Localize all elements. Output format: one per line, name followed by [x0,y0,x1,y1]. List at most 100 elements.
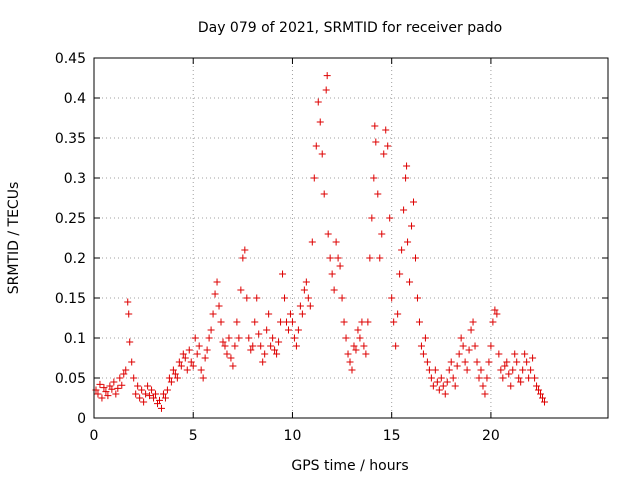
data-point [245,334,253,342]
data-point [161,394,169,402]
data-point [314,98,322,106]
x-axis-label: GPS time / hours [291,458,408,474]
data-point [358,318,366,326]
data-point [540,398,548,406]
data-point [96,380,104,388]
data-point [473,358,481,366]
data-point [366,254,374,262]
data-point [477,366,485,374]
y-tick-label: 0.4 [64,91,86,107]
data-point [435,386,443,394]
data-point [253,294,261,302]
data-point [191,334,199,342]
data-point [229,362,237,370]
data-point [457,334,465,342]
x-tick-label: 20 [482,428,500,444]
data-point [425,366,433,374]
data-point [441,390,449,398]
data-point [421,334,429,342]
grid-lines [94,58,608,418]
data-point [251,318,259,326]
data-point [257,342,265,350]
data-point [433,378,441,386]
y-tick-label: 0.15 [55,291,86,307]
data-point [302,278,310,286]
data-point [241,246,249,254]
data-point [193,350,201,358]
data-point [396,270,404,278]
data-point [134,382,142,390]
data-point [207,326,215,334]
data-point [400,206,408,214]
data-point [499,374,507,382]
data-point [138,386,146,394]
data-point [239,254,247,262]
data-point [459,342,467,350]
y-tick-label: 0.45 [55,51,86,67]
data-point [372,138,380,146]
data-point [175,358,183,366]
data-point [429,382,437,390]
data-point [173,374,181,382]
data-point [217,318,225,326]
data-point [388,294,396,302]
data-point [144,382,152,390]
data-point [284,326,292,334]
data-point [323,72,331,80]
data-point [308,238,316,246]
data-point [455,350,463,358]
data-point [261,350,269,358]
data-point [306,302,314,310]
data-point [332,238,340,246]
data-point [330,286,338,294]
data-point [231,342,239,350]
data-point [159,390,167,398]
data-point [491,306,499,314]
data-point [521,350,529,358]
data-point [290,334,298,342]
data-point [221,342,229,350]
data-point [104,392,112,400]
data-point [431,366,439,374]
data-point [346,358,354,366]
data-point [102,388,110,396]
data-point [169,366,177,374]
data-point [271,346,279,354]
data-point [136,394,144,402]
data-point [140,398,148,406]
data-point [235,334,243,342]
data-point [461,358,469,366]
data-point [356,334,364,342]
data-point [535,386,543,394]
data-point [310,174,318,182]
data-point [126,338,134,346]
data-point [368,214,376,222]
data-point [199,374,207,382]
data-point [211,290,219,298]
data-point [265,310,273,318]
data-point [352,346,360,354]
data-point [487,342,495,350]
data-point [505,370,513,378]
data-point [497,366,505,374]
data-point [322,86,330,94]
data-point [171,370,179,378]
data-point [288,318,296,326]
data-point [427,374,435,382]
y-tick-label: 0.3 [64,171,86,187]
data-point [189,362,197,370]
data-point [364,318,372,326]
data-point [205,334,213,342]
y-tick-label: 0.2 [64,251,86,267]
data-point [338,294,346,302]
data-point [392,342,400,350]
data-point [475,374,483,382]
data-point [445,366,453,374]
x-tick-label: 10 [284,428,302,444]
data-point [179,350,187,358]
data-point [511,350,519,358]
data-points [92,72,548,412]
data-point [527,366,535,374]
data-point [539,394,547,402]
